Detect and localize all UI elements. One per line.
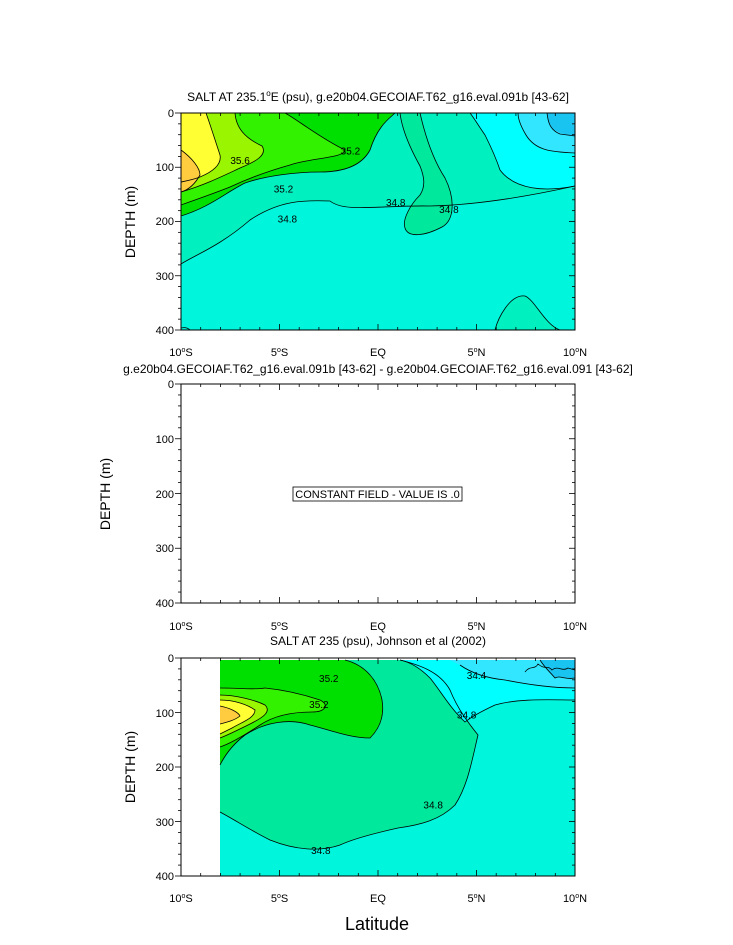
y-tick-label: 100 <box>156 162 174 174</box>
y-tick-label: 300 <box>156 271 174 283</box>
panel-3-contour-labels: 35.2 35.2 34.4 34.8 34.8 34.8 <box>309 671 487 857</box>
x-tick-label: EQ <box>370 621 386 633</box>
contour-label: 35.2 <box>319 674 339 685</box>
x-tick-label: 5oS <box>271 347 288 359</box>
fill-sea-green-tongue <box>400 113 453 235</box>
panel-1-title: SALT AT 235.1oE (psu), g.e20b04.GECOIAF.… <box>187 89 569 104</box>
y-tick-label: 300 <box>156 543 174 555</box>
x-tick-label: 10oN <box>563 621 587 633</box>
x-axis-label: Latitude <box>345 914 409 934</box>
x-tick-label: EQ <box>370 893 386 905</box>
panel-3-y-axis-label: DEPTH (m) <box>122 731 138 803</box>
x-tick-label: 10oS <box>169 893 193 905</box>
contour-label: 34.8 <box>423 801 443 812</box>
panel-2-y-axis-label: DEPTH (m) <box>97 458 113 530</box>
panel-2-title: g.e20b04.GECOIAF.T62_g16.eval.091b [43-6… <box>123 362 633 376</box>
fill-mid-cyan <box>547 113 575 136</box>
y-tick-label: 300 <box>156 817 174 829</box>
x-tick-label: 10oN <box>563 347 587 359</box>
panel-3-fill <box>219 659 575 876</box>
panel-2-ticks <box>175 383 576 604</box>
contour-label: 34.4 <box>467 671 487 682</box>
y-tick-label: 200 <box>156 216 174 228</box>
panel-1-fill <box>181 113 575 330</box>
fill-orange <box>220 706 240 724</box>
y-tick-label: 0 <box>168 653 174 665</box>
panel-2-x-tick-labels: 10oS 5oS EQ 5oN 10oN <box>169 621 587 633</box>
constant-field-annotation: CONSTANT FIELD - VALUE IS .0 <box>295 489 459 501</box>
y-tick-label: 100 <box>156 708 174 720</box>
y-tick-label: 0 <box>168 379 174 391</box>
x-tick-label: 5oN <box>468 347 486 359</box>
contour-label: 35.2 <box>341 146 361 157</box>
panel-1-ticks <box>175 112 576 331</box>
contour-label: 35.2 <box>274 184 294 195</box>
panel-observed-salinity: SALT AT 235 (psu), Johnson et al (2002) <box>122 634 587 934</box>
x-tick-label: 10oS <box>169 621 193 633</box>
panel-model-salinity: SALT AT 235.1oE (psu), g.e20b04.GECOIAF.… <box>122 89 587 359</box>
panel-1-contour-labels: 35.6 35.2 35.2 34.8 34.8 34.8 <box>230 146 459 225</box>
fill-mid-cyan <box>540 660 575 679</box>
y-tick-label: 400 <box>156 325 174 337</box>
x-tick-label: 5oN <box>468 621 486 633</box>
x-tick-label: EQ <box>370 347 386 359</box>
contour-label: 34.8 <box>457 711 477 722</box>
panel-3-contours <box>219 659 575 850</box>
contour-label: 35.2 <box>309 700 329 711</box>
contour-label: 34.8 <box>439 205 459 216</box>
x-tick-label: 10oN <box>563 893 587 905</box>
fill-deep-water <box>181 113 575 330</box>
panel-1-y-axis-label: DEPTH (m) <box>122 186 138 258</box>
x-tick-label: 10oS <box>169 347 193 359</box>
panel-1-x-tick-labels: 10oS 5oS EQ 5oN 10oN <box>169 347 587 359</box>
y-tick-label: 400 <box>156 871 174 883</box>
y-tick-label: 200 <box>156 489 174 501</box>
panel-3-ticks <box>175 657 576 877</box>
y-tick-label: 0 <box>168 108 174 120</box>
panel-1-contours <box>181 113 575 330</box>
y-tick-label: 100 <box>156 434 174 446</box>
x-tick-label: 5oN <box>468 893 486 905</box>
contour-label: 34.8 <box>278 214 298 225</box>
contour-label: 34.8 <box>311 846 331 857</box>
contour-label: 35.6 <box>230 156 250 167</box>
contour-label: 34.8 <box>386 198 406 209</box>
y-tick-label: 200 <box>156 762 174 774</box>
panel-3-x-tick-labels: 10oS 5oS EQ 5oN 10oN <box>169 893 587 905</box>
constant-field-box <box>292 486 463 502</box>
x-tick-label: 5oS <box>271 893 288 905</box>
panel-3-title: SALT AT 235 (psu), Johnson et al (2002) <box>270 634 486 648</box>
x-tick-label: 5oS <box>271 621 288 633</box>
y-tick-label: 400 <box>156 598 174 610</box>
panel-difference: g.e20b04.GECOIAF.T62_g16.eval.091b [43-6… <box>97 362 633 633</box>
